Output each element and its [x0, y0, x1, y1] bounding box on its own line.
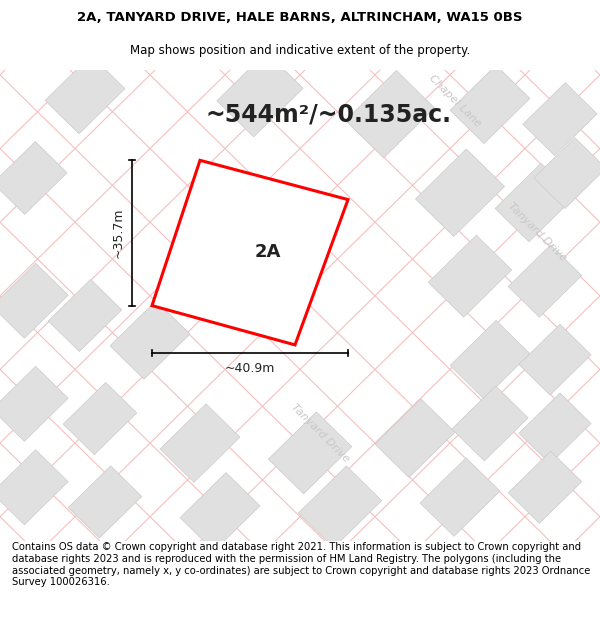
- Polygon shape: [519, 324, 591, 395]
- Text: 2A, TANYARD DRIVE, HALE BARNS, ALTRINCHAM, WA15 0BS: 2A, TANYARD DRIVE, HALE BARNS, ALTRINCHA…: [77, 11, 523, 24]
- Text: Chapel Lane: Chapel Lane: [427, 73, 483, 129]
- Polygon shape: [346, 71, 434, 158]
- Text: ~40.9m: ~40.9m: [225, 362, 275, 375]
- Polygon shape: [48, 279, 122, 351]
- Polygon shape: [375, 399, 455, 478]
- Polygon shape: [508, 451, 582, 523]
- Polygon shape: [420, 458, 500, 536]
- Text: Map shows position and indicative extent of the property.: Map shows position and indicative extent…: [130, 44, 470, 57]
- Polygon shape: [180, 472, 260, 551]
- Polygon shape: [268, 412, 352, 494]
- Polygon shape: [110, 301, 190, 379]
- Polygon shape: [298, 466, 382, 548]
- Polygon shape: [415, 149, 505, 236]
- Polygon shape: [152, 161, 348, 345]
- Polygon shape: [217, 52, 303, 137]
- Polygon shape: [519, 393, 591, 464]
- Text: Contains OS data © Crown copyright and database right 2021. This information is : Contains OS data © Crown copyright and d…: [12, 542, 590, 587]
- Polygon shape: [63, 382, 137, 454]
- Polygon shape: [0, 366, 68, 441]
- Polygon shape: [534, 138, 600, 209]
- Text: ~544m²/~0.135ac.: ~544m²/~0.135ac.: [205, 102, 451, 126]
- Polygon shape: [0, 263, 68, 338]
- Polygon shape: [0, 141, 67, 214]
- Polygon shape: [450, 65, 530, 144]
- Polygon shape: [452, 386, 528, 461]
- Polygon shape: [450, 321, 530, 399]
- Polygon shape: [68, 466, 142, 538]
- Polygon shape: [428, 235, 512, 317]
- Polygon shape: [45, 56, 125, 134]
- Polygon shape: [495, 163, 575, 242]
- Polygon shape: [160, 404, 240, 482]
- Text: ~35.7m: ~35.7m: [112, 208, 125, 258]
- Polygon shape: [508, 245, 582, 317]
- Text: Tanyard Drive: Tanyard Drive: [289, 402, 351, 464]
- Text: Tanyard Drive: Tanyard Drive: [506, 201, 568, 263]
- Polygon shape: [523, 82, 597, 156]
- Text: 2A: 2A: [255, 242, 281, 261]
- Polygon shape: [0, 450, 68, 525]
